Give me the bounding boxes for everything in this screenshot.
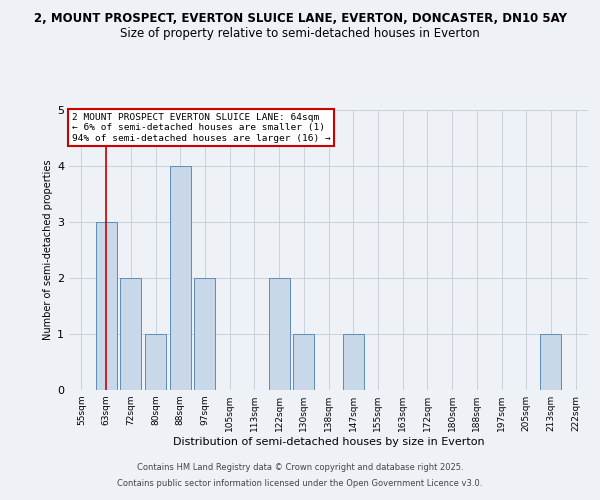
Bar bbox=[170, 166, 191, 390]
Bar bbox=[541, 334, 562, 390]
Bar bbox=[120, 278, 141, 390]
Bar bbox=[269, 278, 290, 390]
Text: 2, MOUNT PROSPECT, EVERTON SLUICE LANE, EVERTON, DONCASTER, DN10 5AY: 2, MOUNT PROSPECT, EVERTON SLUICE LANE, … bbox=[34, 12, 566, 26]
X-axis label: Distribution of semi-detached houses by size in Everton: Distribution of semi-detached houses by … bbox=[173, 437, 484, 447]
Bar bbox=[293, 334, 314, 390]
Bar bbox=[194, 278, 215, 390]
Bar bbox=[95, 222, 116, 390]
Text: Contains HM Land Registry data © Crown copyright and database right 2025.: Contains HM Land Registry data © Crown c… bbox=[137, 464, 463, 472]
Bar bbox=[145, 334, 166, 390]
Text: Contains public sector information licensed under the Open Government Licence v3: Contains public sector information licen… bbox=[118, 478, 482, 488]
Bar bbox=[343, 334, 364, 390]
Text: 2 MOUNT PROSPECT EVERTON SLUICE LANE: 64sqm
← 6% of semi-detached houses are sma: 2 MOUNT PROSPECT EVERTON SLUICE LANE: 64… bbox=[71, 113, 331, 142]
Y-axis label: Number of semi-detached properties: Number of semi-detached properties bbox=[43, 160, 53, 340]
Text: Size of property relative to semi-detached houses in Everton: Size of property relative to semi-detach… bbox=[120, 28, 480, 40]
